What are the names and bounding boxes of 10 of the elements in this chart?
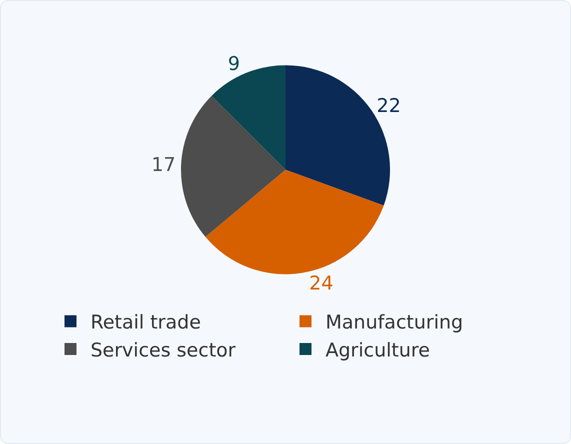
pie-slice — [181, 96, 286, 237]
legend-label: Manufacturing — [326, 312, 464, 334]
data-label: 22 — [376, 95, 401, 118]
legend-label: Agriculture — [326, 339, 430, 362]
pie-slice — [205, 170, 384, 274]
data-label: 9 — [228, 52, 240, 75]
legend-label: Retail trade — [90, 312, 201, 334]
data-label: 17 — [151, 154, 176, 176]
legend-label: Services sector — [90, 339, 236, 362]
data-label: 24 — [309, 272, 334, 294]
